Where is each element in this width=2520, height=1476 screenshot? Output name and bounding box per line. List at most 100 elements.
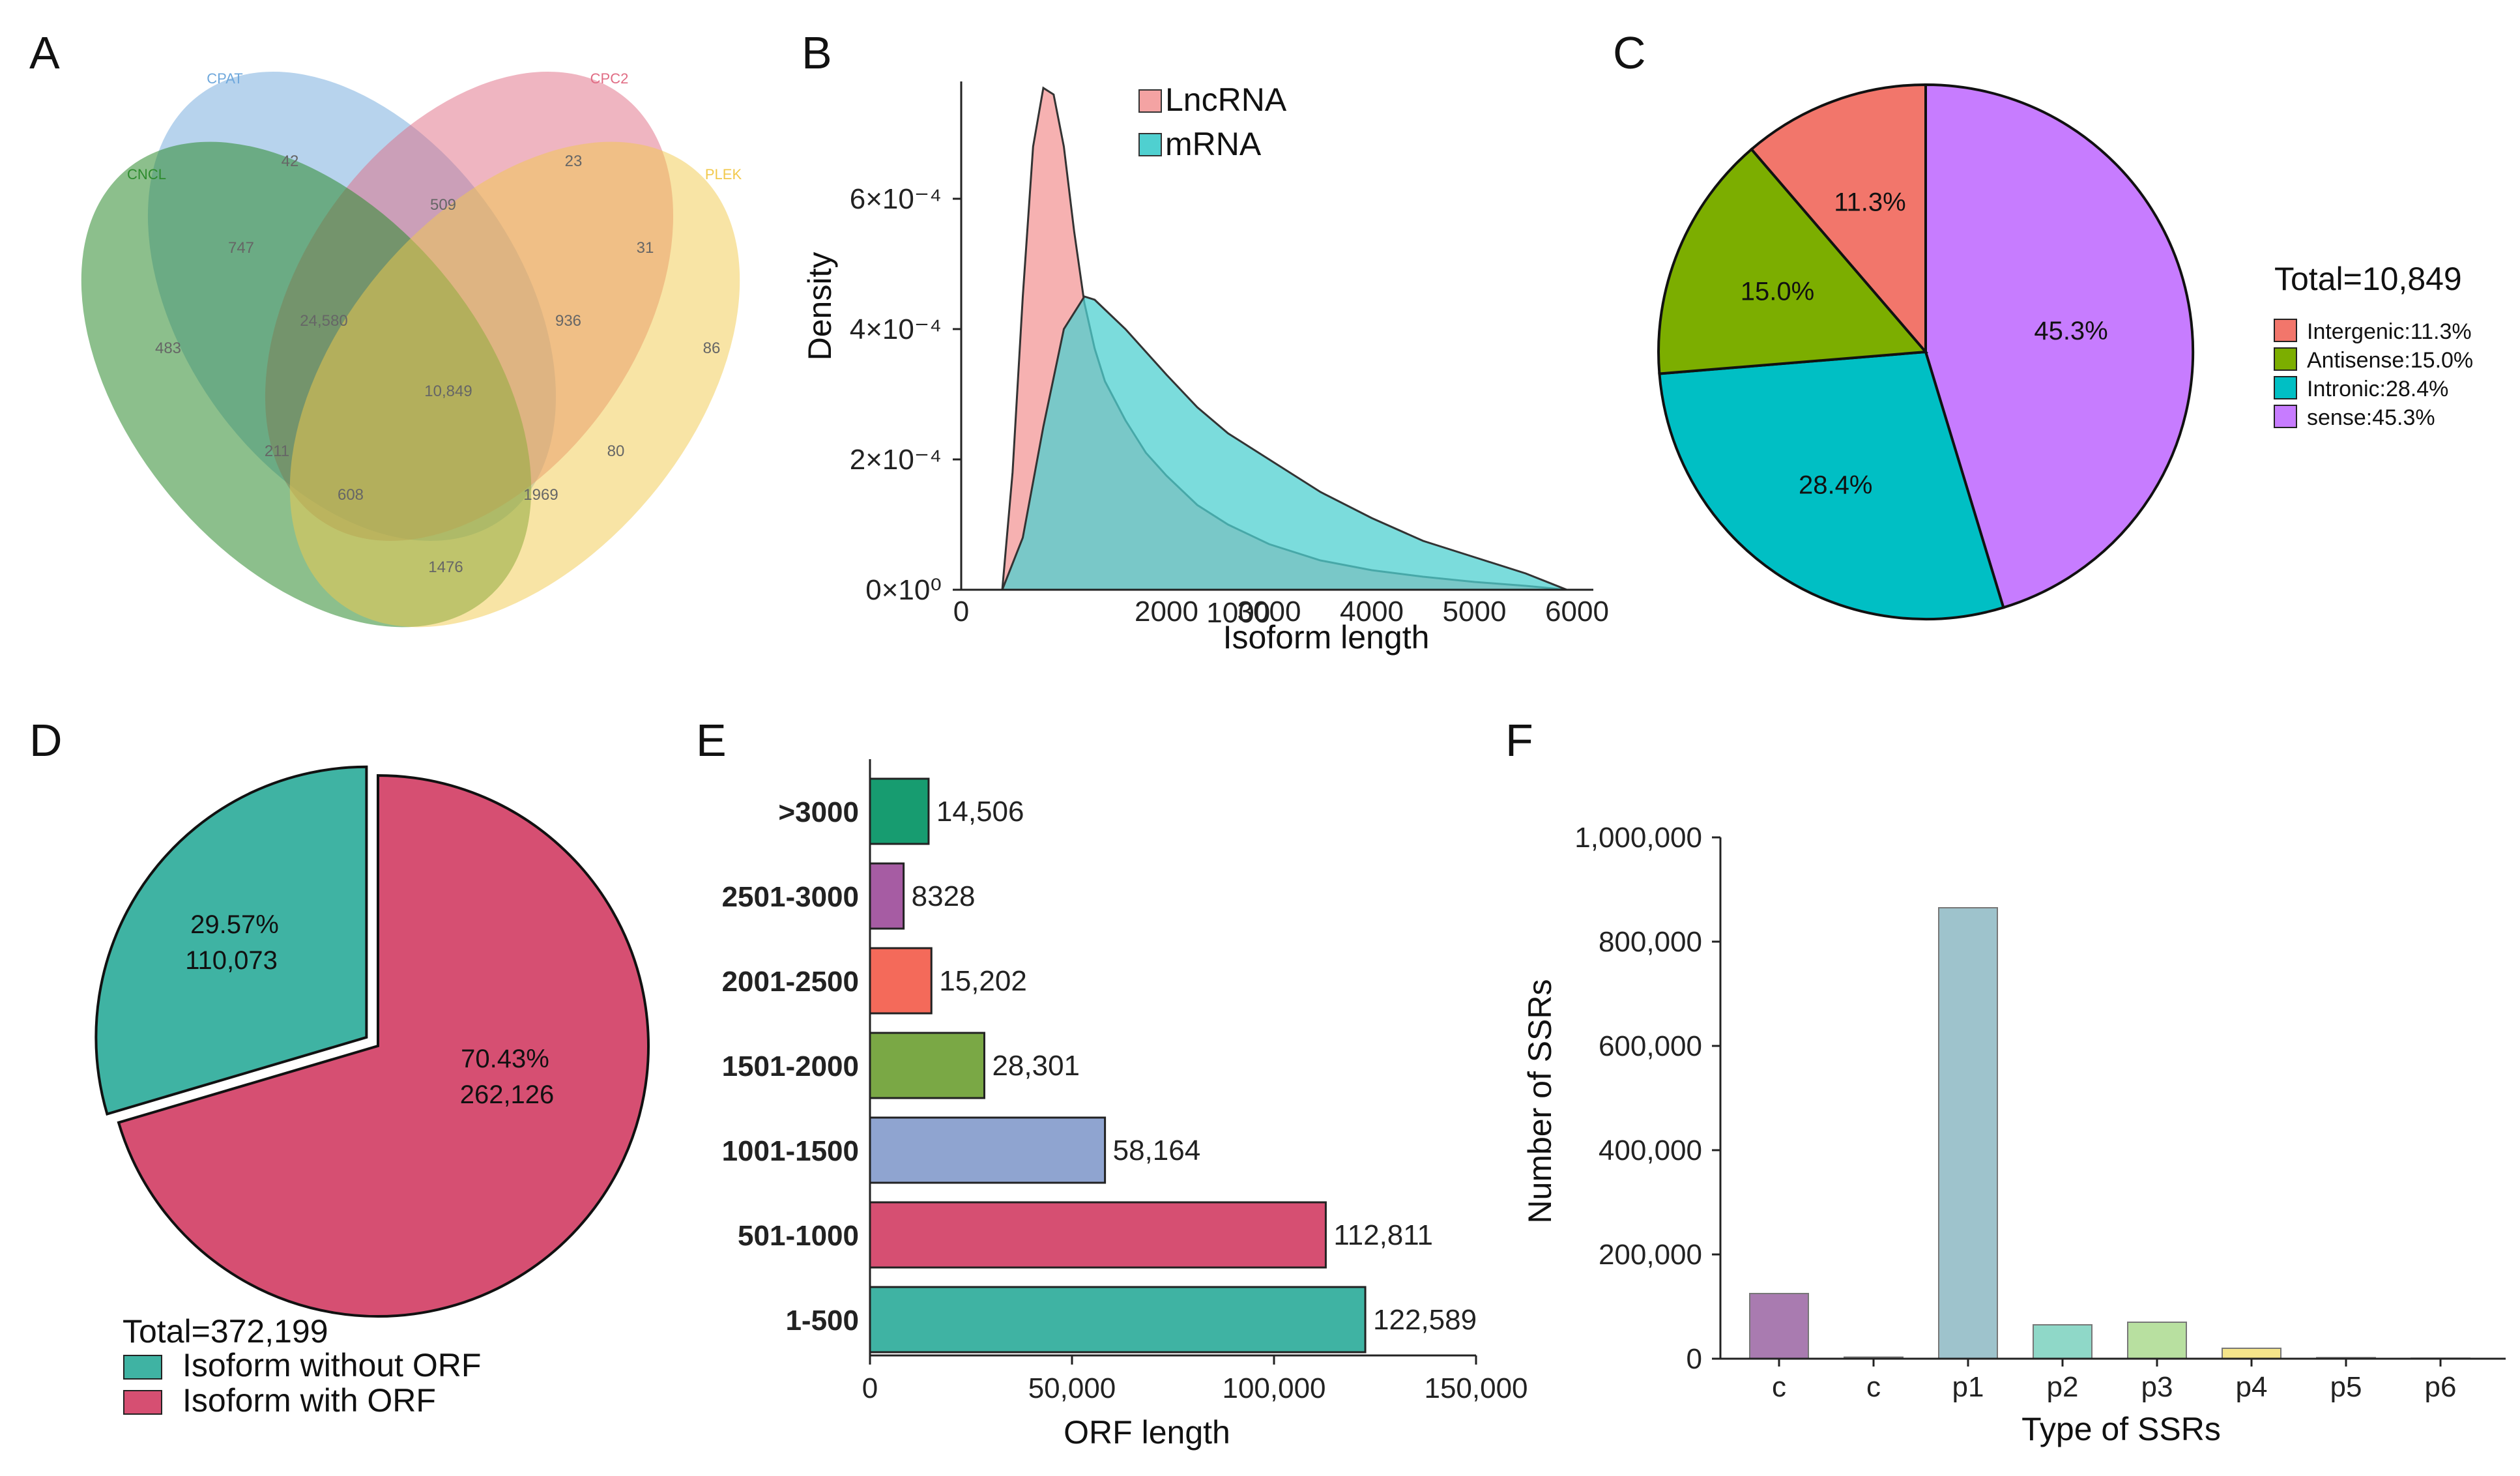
bar-value-label: 28,301 xyxy=(992,1050,1080,1082)
x-axis-label: ORF length xyxy=(1064,1414,1230,1451)
density-area-mrna xyxy=(1000,295,1567,591)
bar-6 xyxy=(2222,1348,2281,1359)
bar-1 xyxy=(869,777,930,845)
y-tick-label: 4×10⁻⁴ xyxy=(850,313,942,345)
x-tick-label: 5000 xyxy=(1443,596,1507,628)
bar-4 xyxy=(2033,1324,2093,1359)
venn-count: 747 xyxy=(228,239,254,257)
x-tick-label: 6000 xyxy=(1545,596,1609,628)
venn-count: 23 xyxy=(565,152,583,170)
y-category-label: 1501-2000 xyxy=(722,1050,859,1082)
panel-letter-c: C xyxy=(1613,27,1646,78)
venn-count: 1476 xyxy=(428,558,463,576)
legend-label: Antisense:15.0% xyxy=(2307,348,2473,373)
pie-slice-count: 110,073 xyxy=(185,946,278,975)
bar-3 xyxy=(1938,907,1998,1359)
pie-chart-lncrna-classes: 45.3% 28.4% 15.0% 11.3% Total=10,849 Interg… xyxy=(1657,83,2473,621)
legend-swatch-without-orf xyxy=(123,1355,162,1380)
legend-label-mrna: mRNA xyxy=(1165,126,1262,162)
venn-count: 1969 xyxy=(523,486,558,504)
x-axis-label: Isoform length xyxy=(1223,619,1430,656)
x-tick-label: p2 xyxy=(2047,1371,2079,1403)
legend-label-with-orf: Isoform with ORF xyxy=(182,1382,436,1419)
venn-count: 86 xyxy=(703,340,721,357)
bar-7 xyxy=(869,1286,1367,1353)
bar-value-label: 58,164 xyxy=(1113,1135,1201,1166)
y-axis-label: Number of SSRs xyxy=(1522,979,1558,1223)
y-tick-label: 0×10⁰ xyxy=(865,574,942,606)
density-chart: 0 2000 3000 4000 5000 6000 1000 0×10⁰ 2×10⁻⁴ 4×1… xyxy=(802,81,1609,656)
bar-4 xyxy=(869,1032,985,1099)
ssr-bar-chart: c c p1 p2 p3 p4 p5 p6 0 200,000 400,000 600,000 800… xyxy=(1522,822,2506,1447)
venn-count: 80 xyxy=(607,442,625,460)
pie-total-label: Total=372,199 xyxy=(123,1313,328,1350)
x-tick-label: 4000 xyxy=(1340,596,1404,628)
legend-label-lncrna: LncRNA xyxy=(1165,81,1287,118)
legend-swatch xyxy=(2274,376,2297,399)
x-tick-label: p5 xyxy=(2330,1371,2362,1403)
venn-count: 31 xyxy=(637,239,654,257)
bar-2 xyxy=(869,862,905,930)
y-category-label: 501-1000 xyxy=(738,1220,859,1252)
x-tick-label: 100,000 xyxy=(1222,1372,1325,1404)
venn-count: 483 xyxy=(155,340,181,357)
y-tick-label: 600,000 xyxy=(1599,1030,1702,1062)
bar-value-label: 8328 xyxy=(912,880,976,912)
pie-slice-with-orf xyxy=(117,774,650,1318)
venn-count: 10,849 xyxy=(424,383,472,400)
pie-slice-pct: 29.57% xyxy=(190,910,279,939)
venn-label-cncl: CNCL xyxy=(127,166,166,182)
y-category-label: 2001-2500 xyxy=(722,966,859,998)
legend-swatch-lncrna xyxy=(1138,89,1162,113)
pie-chart-orf: 29.57% 110,073 70.43% 262,126 Total=372,199… xyxy=(94,765,650,1419)
y-tick-label: 200,000 xyxy=(1599,1239,1702,1271)
y-tick-label: 2×10⁻⁴ xyxy=(850,444,942,476)
y-category-label: 1-500 xyxy=(785,1305,859,1337)
panel-letter-a: A xyxy=(29,27,60,78)
pie-slice-antisense xyxy=(1657,147,1929,375)
legend-swatch xyxy=(2274,319,2297,342)
venn-label-cpc2: CPC2 xyxy=(590,70,629,87)
pie-slice-intergenic xyxy=(1749,83,1927,356)
bar-6 xyxy=(869,1201,1327,1269)
x-tick-label: 50,000 xyxy=(1028,1372,1116,1404)
pie-slice-sense xyxy=(1924,83,2195,609)
x-tick-label: c xyxy=(1772,1371,1786,1403)
pie-slice-count: 262,126 xyxy=(460,1080,555,1109)
venn-count: 42 xyxy=(282,152,299,170)
venn-count: 211 xyxy=(265,442,289,460)
venn-count: 936 xyxy=(555,312,581,330)
x-tick-label: 2000 xyxy=(1135,596,1198,628)
legend-label: Intronic:28.4% xyxy=(2307,377,2448,401)
venn-label-plek: PLEK xyxy=(705,166,742,182)
pie-slice-intronic xyxy=(1658,350,2005,621)
y-category-label: >3000 xyxy=(778,796,859,828)
legend-swatch-with-orf xyxy=(123,1390,162,1415)
x-axis-label: Type of SSRs xyxy=(2021,1411,2221,1447)
x-tick-label: 3000 xyxy=(1238,596,1301,628)
panel-letter-b: B xyxy=(802,27,832,78)
pie-slice-without-orf xyxy=(94,765,368,1116)
legend-swatch-mrna xyxy=(1138,133,1162,156)
x-tick-label: p3 xyxy=(2141,1371,2173,1403)
y-category-label: 1001-1500 xyxy=(722,1135,859,1167)
bar-1 xyxy=(1749,1293,1809,1359)
pie-slice-label: 11.3% xyxy=(1834,188,1905,216)
pie-total-label: Total=10,849 xyxy=(2274,261,2462,297)
bar-value-label: 15,202 xyxy=(939,965,1027,997)
venn-label-cpat: CPAT xyxy=(207,70,242,87)
bar-3 xyxy=(869,947,933,1015)
x-tick-label: 0 xyxy=(953,596,969,628)
pie-slice-pct: 70.43% xyxy=(461,1045,549,1073)
y-axis-label: Density xyxy=(802,252,838,361)
x-tick-label: c xyxy=(1866,1371,1881,1403)
pie-slice-label: 28.4% xyxy=(1799,470,1872,499)
y-category-label: 2501-3000 xyxy=(722,881,859,913)
pie-slice-label: 45.3% xyxy=(2034,317,2107,345)
legend-label: sense:45.3% xyxy=(2307,405,2435,430)
pie-slice-label: 15.0% xyxy=(1741,278,1814,306)
venn-count: 608 xyxy=(338,486,364,504)
bar-value-label: 14,506 xyxy=(936,796,1024,828)
panel-letter-d: D xyxy=(29,715,63,766)
